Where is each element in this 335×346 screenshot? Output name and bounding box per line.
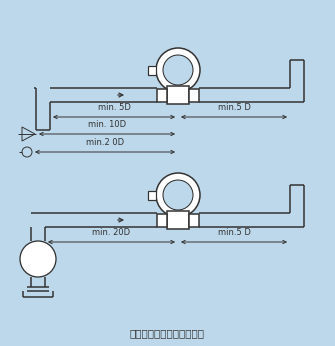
Bar: [189, 213, 199, 227]
Text: min.5 D: min.5 D: [217, 228, 251, 237]
Text: min. 10D: min. 10D: [88, 120, 126, 129]
Bar: [157, 89, 167, 101]
Bar: [167, 86, 189, 104]
Text: min.2 0D: min.2 0D: [86, 138, 124, 147]
Circle shape: [163, 180, 193, 210]
Circle shape: [156, 48, 200, 92]
Bar: [148, 65, 156, 74]
Text: 弯管、阀门和泵之间的安装: 弯管、阀门和泵之间的安装: [130, 328, 205, 338]
Text: min. 20D: min. 20D: [92, 228, 131, 237]
Circle shape: [163, 55, 193, 85]
Bar: [157, 213, 167, 227]
Text: min. 5D: min. 5D: [97, 103, 130, 112]
Bar: [189, 89, 199, 101]
Circle shape: [20, 241, 56, 277]
Bar: [167, 211, 189, 229]
Circle shape: [156, 173, 200, 217]
Bar: [148, 191, 156, 200]
Text: min.5 D: min.5 D: [217, 103, 251, 112]
